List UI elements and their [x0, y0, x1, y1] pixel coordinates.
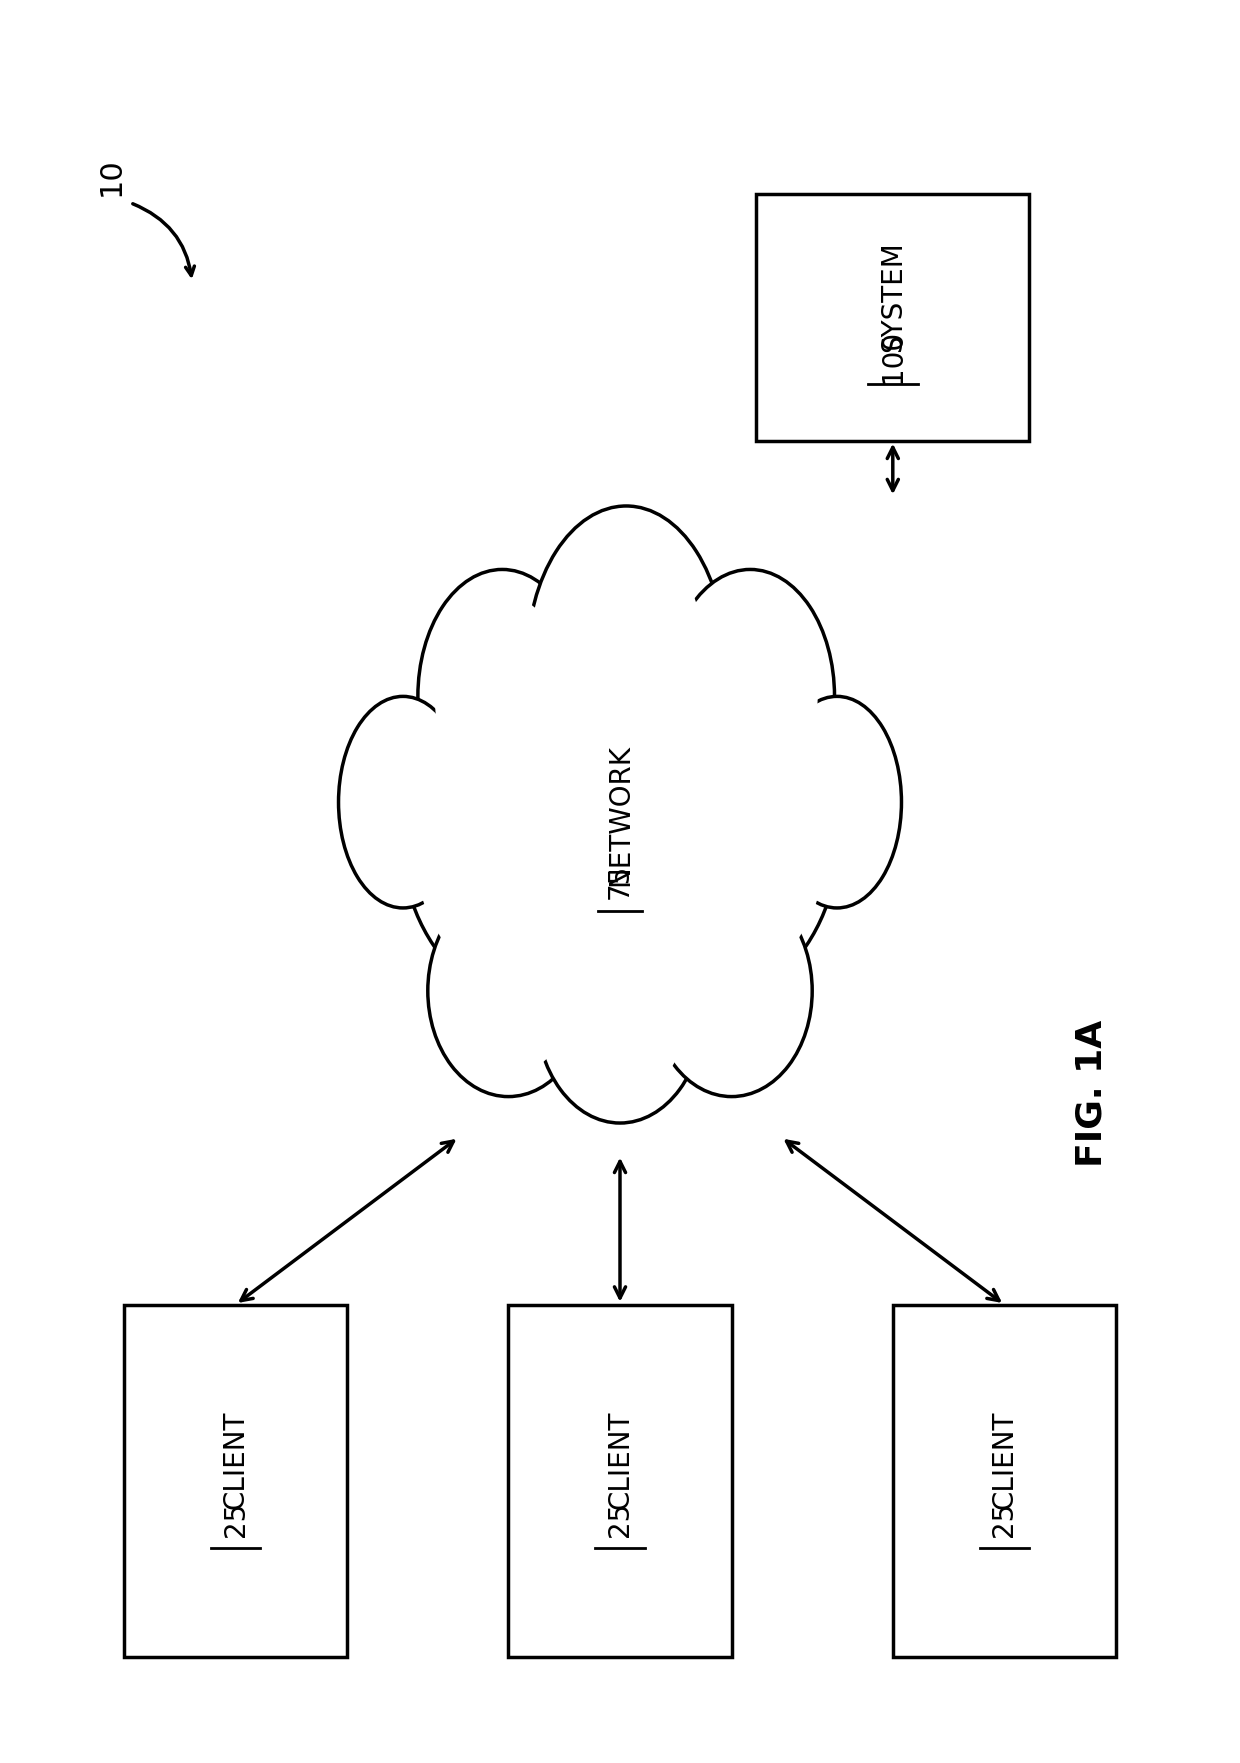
Ellipse shape: [435, 594, 569, 799]
Bar: [124, 1305, 347, 1657]
FancyArrowPatch shape: [133, 205, 195, 275]
Ellipse shape: [785, 718, 889, 887]
Ellipse shape: [403, 652, 837, 1040]
Text: 100: 100: [879, 330, 906, 383]
Ellipse shape: [527, 506, 725, 816]
Ellipse shape: [351, 718, 455, 887]
Ellipse shape: [339, 696, 467, 908]
Ellipse shape: [553, 917, 687, 1100]
Ellipse shape: [651, 885, 812, 1097]
Text: 75: 75: [606, 864, 634, 899]
Ellipse shape: [414, 663, 826, 1030]
Ellipse shape: [444, 906, 573, 1075]
Text: CLIENT: CLIENT: [606, 1410, 634, 1509]
Bar: [508, 1305, 732, 1657]
Ellipse shape: [667, 906, 796, 1075]
Ellipse shape: [547, 538, 706, 785]
Text: NETWORK: NETWORK: [606, 744, 634, 885]
Bar: [893, 1305, 1116, 1657]
Text: FIG. 1A: FIG. 1A: [1074, 1019, 1109, 1167]
Ellipse shape: [683, 594, 817, 799]
Ellipse shape: [428, 885, 589, 1097]
Text: CLIENT: CLIENT: [222, 1410, 249, 1509]
Text: CLIENT: CLIENT: [991, 1410, 1018, 1509]
Text: 10: 10: [97, 157, 126, 196]
Ellipse shape: [773, 696, 901, 908]
Text: 25: 25: [606, 1502, 634, 1537]
Ellipse shape: [536, 894, 704, 1123]
Bar: [756, 194, 1029, 441]
Ellipse shape: [666, 569, 835, 823]
Ellipse shape: [418, 569, 587, 823]
Text: SYSTEM: SYSTEM: [879, 242, 906, 351]
Text: 25: 25: [222, 1502, 249, 1537]
Text: 25: 25: [991, 1502, 1018, 1537]
